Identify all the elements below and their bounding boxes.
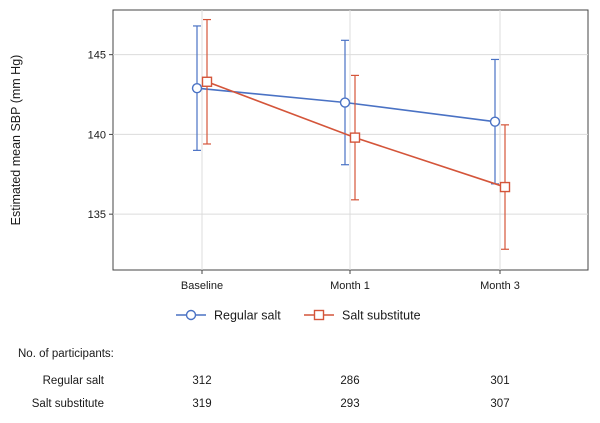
participants-table: No. of participants: Regular salt 312 28… <box>18 348 510 410</box>
legend-marker <box>313 309 325 321</box>
series-1 <box>201 18 511 250</box>
series-layer <box>191 18 511 250</box>
table-cell: 319 <box>192 398 211 410</box>
x-tick-label: Month 1 <box>330 280 370 292</box>
table-row-label: Salt substitute <box>32 398 104 410</box>
participants-heading: No. of participants: <box>18 348 114 360</box>
table-cell: 286 <box>340 375 359 387</box>
legend: Regular salt Salt substitute <box>176 309 421 323</box>
data-point <box>201 76 213 87</box>
y-axis-title: Estimated mean SBP (mm Hg) <box>9 55 23 226</box>
data-point <box>349 132 361 143</box>
x-axis: Baseline Month 1 Month 3 <box>181 270 520 292</box>
table-cell: 312 <box>192 375 211 387</box>
y-tick-label: 140 <box>88 129 106 141</box>
data-point <box>499 181 511 193</box>
legend-label: Regular salt <box>214 309 281 323</box>
y-tick-label: 135 <box>88 209 106 221</box>
x-tick-label: Month 3 <box>480 280 520 292</box>
data-point <box>489 116 501 127</box>
table-cell: 307 <box>490 398 509 410</box>
legend-label: Salt substitute <box>342 309 421 323</box>
y-axis: 135 140 145 <box>88 50 113 221</box>
data-point <box>339 97 351 108</box>
table-cell: 301 <box>490 375 509 387</box>
legend-marker <box>185 309 197 321</box>
y-tick-label: 145 <box>88 50 106 62</box>
x-tick-label: Baseline <box>181 280 223 292</box>
table-cell: 293 <box>340 398 359 410</box>
table-row-label: Regular salt <box>43 375 105 387</box>
series-0 <box>191 25 501 185</box>
data-point <box>191 82 203 94</box>
